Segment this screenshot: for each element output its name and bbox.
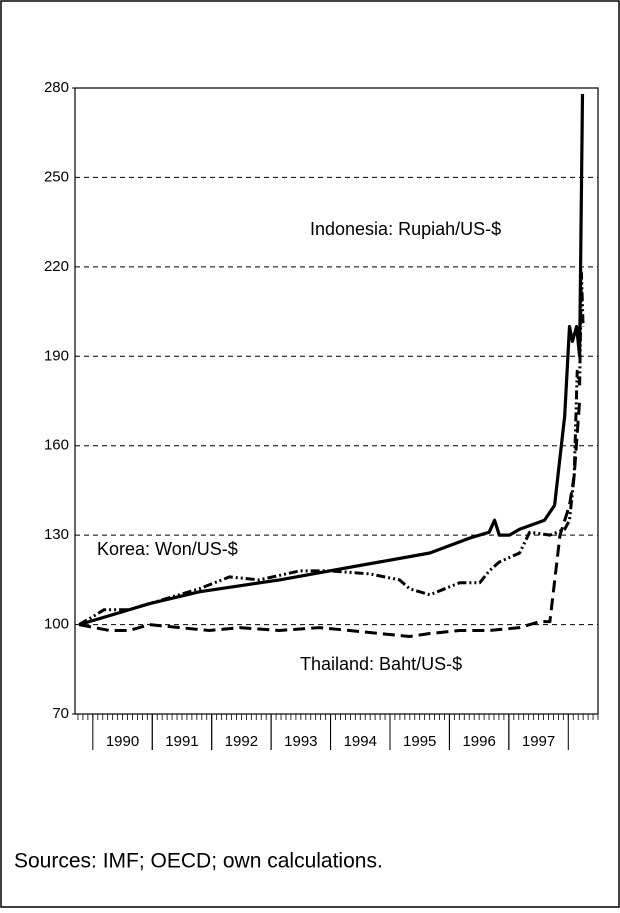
y-tick-label: 220 xyxy=(44,258,69,275)
series-label: Korea: Won/US-$ xyxy=(97,539,238,559)
x-tick-label: 1992 xyxy=(225,733,258,750)
x-tick-label: 1993 xyxy=(284,733,317,750)
x-tick-label: 1996 xyxy=(462,733,495,750)
series-label: Indonesia: Rupiah/US-$ xyxy=(310,219,501,239)
y-tick-label: 160 xyxy=(44,437,69,454)
y-tick-label: 250 xyxy=(44,168,69,185)
series-line xyxy=(78,271,585,626)
source-note: Sources: IMF; OECD; own calculations. xyxy=(14,850,383,873)
y-tick-label: 280 xyxy=(44,79,69,96)
x-tick-label: 1995 xyxy=(403,733,436,750)
plot-frame xyxy=(74,87,599,715)
y-tick-label: 70 xyxy=(52,705,69,722)
x-tick-label: 1990 xyxy=(106,733,139,750)
y-tick-label: 190 xyxy=(44,347,69,364)
series-line xyxy=(78,93,585,627)
x-tick-label: 1991 xyxy=(165,733,198,750)
y-tick-label: 100 xyxy=(44,616,69,633)
x-tick-label: 1994 xyxy=(344,733,377,750)
x-tick-label: 1997 xyxy=(522,733,555,750)
y-tick-label: 130 xyxy=(44,526,69,543)
series-label: Thailand: Baht/US-$ xyxy=(300,654,462,674)
series-line xyxy=(78,400,582,638)
